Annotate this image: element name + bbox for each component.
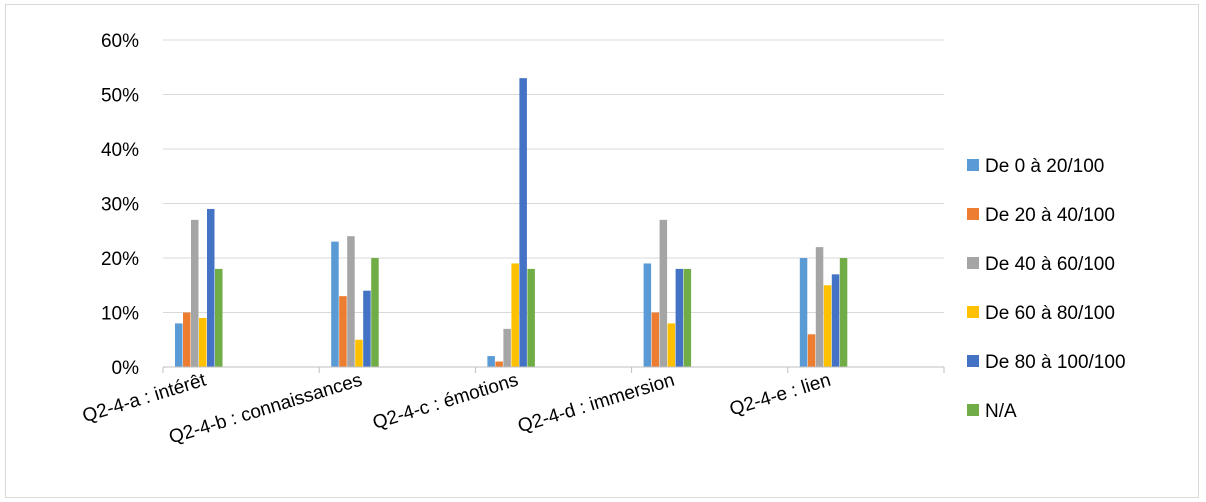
bar [667, 323, 676, 367]
legend-label: De 40 à 60/100 [985, 254, 1115, 275]
bar [683, 268, 692, 367]
bar [511, 263, 519, 367]
chart-frame [5, 4, 1199, 498]
y-tick-label: 20% [101, 249, 139, 270]
bar [191, 219, 199, 367]
bar [355, 339, 363, 367]
bar [199, 317, 207, 367]
legend-swatch [967, 404, 979, 416]
bar [339, 296, 347, 367]
bar [215, 268, 223, 367]
x-category-label: Q2-4-a : intérêt [80, 369, 209, 427]
y-tick-label: 40% [101, 140, 139, 161]
bar [371, 258, 379, 367]
y-tick-label: 10% [101, 304, 139, 325]
bar [823, 285, 832, 367]
legend-label: N/A [985, 401, 1017, 422]
legend-swatch [967, 159, 979, 171]
bar [331, 241, 339, 367]
bar [659, 219, 668, 367]
legend-label: De 0 à 20/100 [985, 156, 1104, 177]
legend-swatch [967, 208, 979, 220]
bar [643, 263, 652, 367]
y-tick-label: 60% [101, 31, 139, 52]
x-category-label: Q2-4-c : émotions [370, 370, 521, 434]
legend-label: De 20 à 40/100 [985, 205, 1115, 226]
bar [839, 258, 848, 367]
bar [347, 236, 355, 367]
bar [487, 356, 495, 367]
x-category-label: Q2-4-d : immersion [515, 370, 677, 438]
legend-swatch [967, 257, 979, 269]
bar [807, 334, 816, 367]
bar [207, 208, 215, 367]
bar [175, 323, 183, 367]
bar [831, 274, 840, 367]
bars [175, 78, 848, 368]
bar [519, 78, 527, 368]
legend-swatch [967, 306, 979, 318]
gridlines [163, 39, 944, 313]
bar [495, 361, 503, 367]
y-tick-label: 0% [112, 358, 140, 379]
legend: De 0 à 20/100 De 20 à 40/100 De 40 à 60/10… [967, 156, 1126, 422]
bar [527, 268, 535, 367]
y-tick-label: 50% [101, 86, 139, 107]
legend-label: De 80 à 100/100 [985, 352, 1126, 373]
bar [503, 328, 511, 367]
bar [363, 290, 371, 367]
bar [815, 247, 824, 367]
y-tick-label: 30% [101, 195, 139, 216]
axes [162, 366, 945, 373]
bar [799, 258, 808, 367]
bar [675, 268, 684, 367]
legend-label: De 60 à 80/100 [985, 303, 1115, 324]
bar [183, 312, 191, 367]
legend-swatch [967, 355, 979, 367]
y-tick-labels: 0% 10% 20% 30% 40% 50% 60% [101, 31, 139, 379]
x-category-label: Q2-4-e : lien [727, 370, 833, 421]
bar [651, 312, 660, 367]
